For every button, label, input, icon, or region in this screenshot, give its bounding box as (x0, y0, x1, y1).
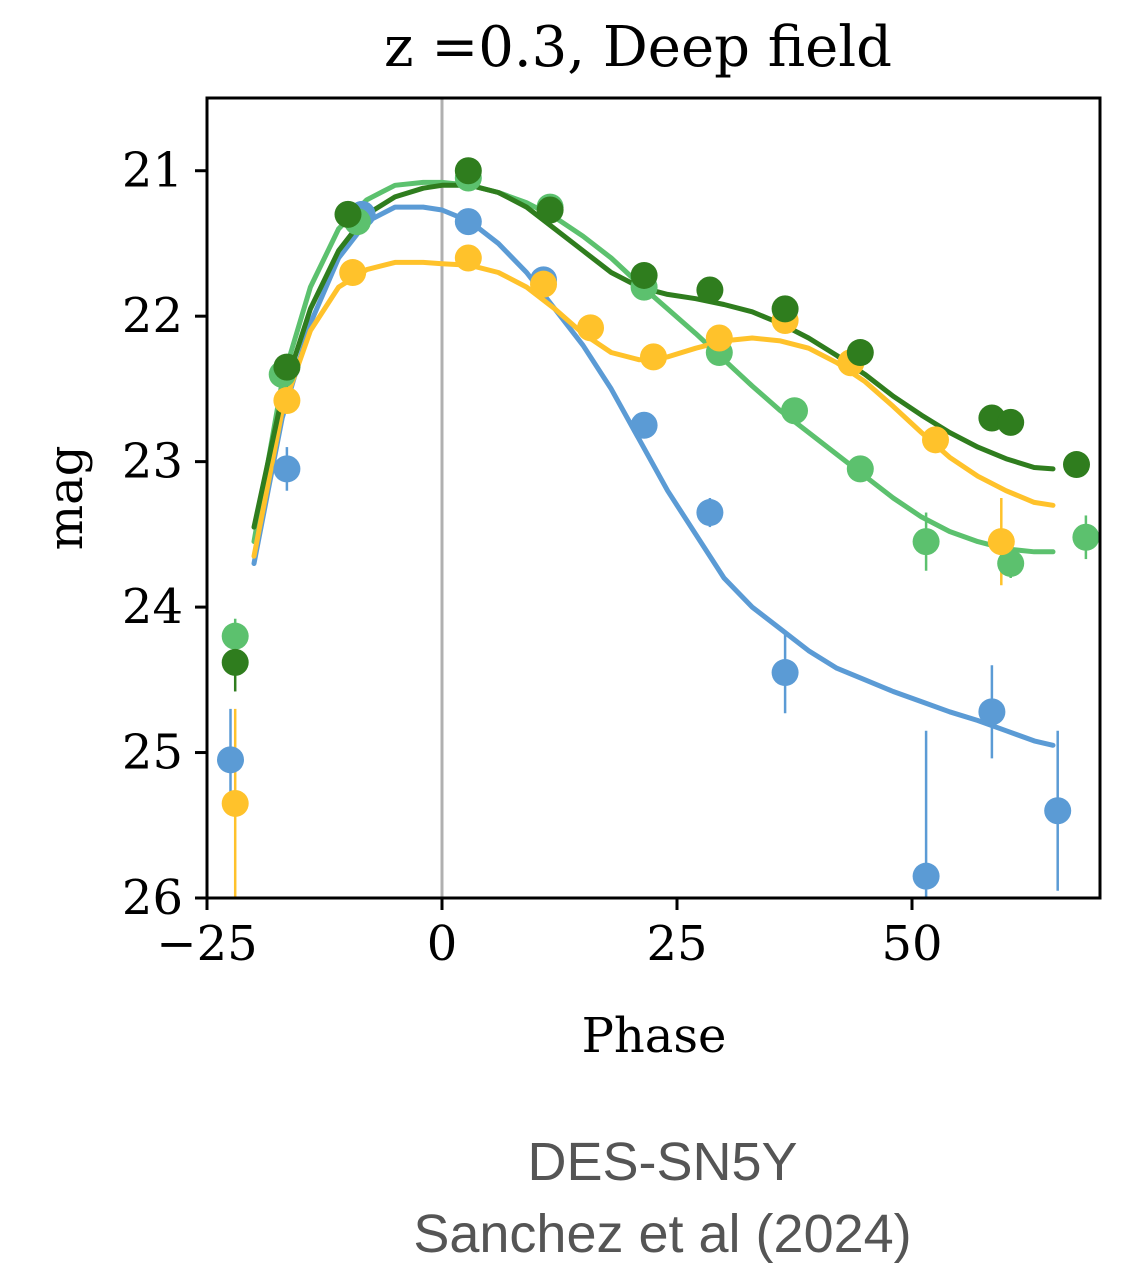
data-point-3-8 (846, 339, 874, 367)
data-point-0-3 (454, 208, 482, 236)
data-point-0-7 (771, 659, 799, 687)
data-point-2-3 (454, 244, 482, 272)
data-point-2-4 (530, 270, 558, 298)
x-tick-label-1: 0 (427, 916, 458, 972)
data-point-3-5 (630, 261, 658, 289)
data-point-2-2 (339, 259, 367, 287)
data-point-3-11 (1063, 451, 1090, 479)
data-point-1-7 (781, 397, 808, 425)
axes-frame (205, 96, 1102, 900)
data-point-0-8 (912, 862, 940, 890)
data-point-2-7 (705, 324, 733, 352)
model-curve-0 (251, 204, 1056, 748)
data-point-2-5 (577, 314, 605, 342)
data-point-1-9 (912, 528, 940, 556)
data-point-3-1 (273, 353, 301, 381)
data-point-0-10 (1044, 797, 1072, 825)
data-point-3-0 (221, 648, 249, 676)
data-point-2-10 (922, 426, 949, 454)
data-point-2-6 (640, 343, 667, 371)
model-curve-2 (251, 259, 1056, 559)
x-tick-label-0: −25 (156, 916, 257, 972)
series-layer (217, 157, 1100, 898)
data-point-3-10 (997, 408, 1025, 436)
y-axis-label: mag (38, 446, 94, 551)
caption-line-2: Sanchez et al (2024) (413, 1204, 912, 1264)
data-point-0-6 (696, 499, 724, 527)
x-axis-label: Phase (582, 1008, 727, 1064)
data-point-3-6 (696, 276, 724, 304)
data-point-2-11 (987, 528, 1015, 556)
data-point-0-0 (217, 746, 244, 774)
chart-title: z =0.3, Deep field (384, 15, 892, 80)
light-curve-chart: z =0.3, Deep field −25 0 25 50212223242526 … (38, 15, 1102, 1064)
y-tick-label-3: 24 (122, 579, 183, 635)
data-point-2-0 (221, 789, 249, 817)
data-point-1-0 (221, 622, 249, 650)
y-tick-label-1: 22 (122, 288, 183, 344)
data-point-1-8 (846, 455, 874, 483)
data-point-3-4 (536, 196, 564, 224)
y-tick-label-4: 25 (122, 725, 183, 781)
data-point-3-3 (454, 157, 482, 185)
y-tick-label-0: 21 (122, 143, 183, 199)
data-point-3-2 (334, 200, 362, 228)
data-point-0-9 (978, 698, 1006, 726)
caption-line-1: DES-SN5Y (527, 1132, 798, 1192)
y-tick-label-5: 26 (122, 870, 183, 926)
data-point-0-5 (630, 411, 658, 439)
data-point-0-1 (273, 455, 301, 483)
x-tick-label-2: 25 (646, 916, 707, 972)
y-tick-label-2: 23 (122, 434, 183, 490)
data-point-1-10 (997, 549, 1025, 577)
data-point-1-11 (1072, 523, 1100, 551)
x-tick-label-3: 50 (881, 916, 942, 972)
data-point-2-1 (273, 387, 301, 415)
data-point-3-7 (771, 295, 799, 323)
plot-area: −25 0 25 50 21 22 23 24 25 26 (122, 96, 1102, 972)
